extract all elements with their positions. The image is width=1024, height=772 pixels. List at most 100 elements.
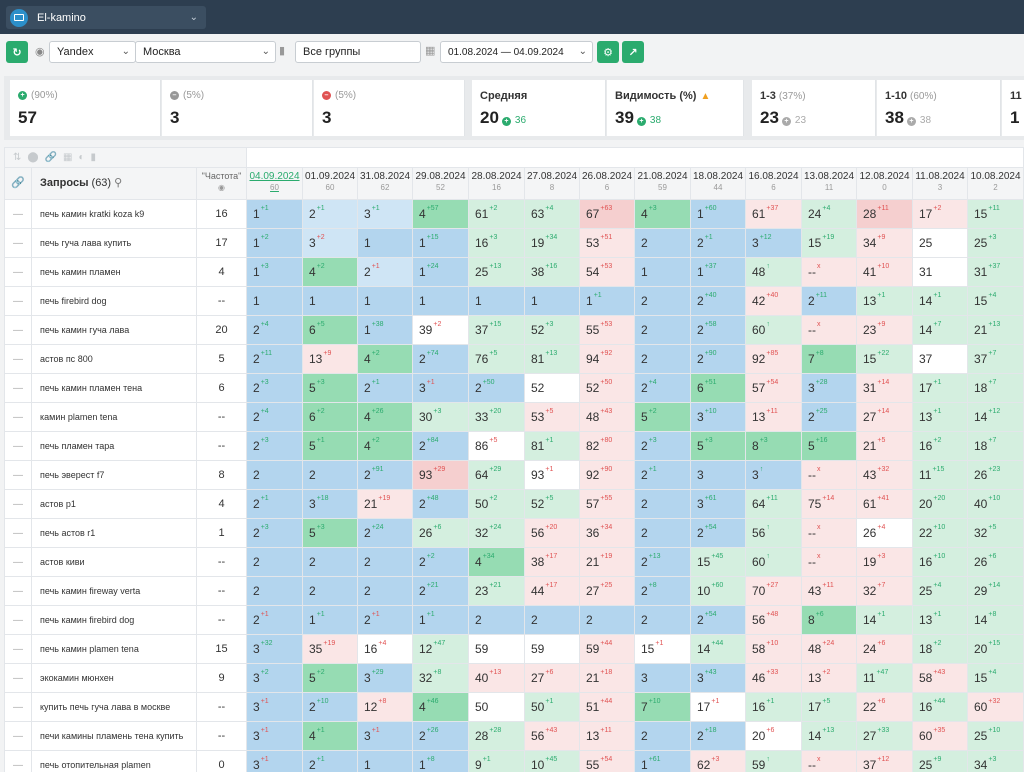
position-cell[interactable]: 1+38 xyxy=(357,315,413,345)
position-cell[interactable]: 82+80 xyxy=(579,431,635,461)
table-row[interactable]: — печи камины пламень тена купить -- 3+1 4+1… xyxy=(4,721,1024,751)
search-icon[interactable]: ⚲ xyxy=(114,177,123,189)
position-cell[interactable]: 30+3 xyxy=(412,402,469,432)
position-cell[interactable]: 2+3 xyxy=(246,431,303,461)
position-cell[interactable]: 14+13 xyxy=(801,721,857,751)
row-handle[interactable]: — xyxy=(4,750,32,772)
position-cell[interactable]: 37+12 xyxy=(856,750,913,772)
date-column-header[interactable]: 18.08.2024 44 xyxy=(690,167,746,200)
position-cell[interactable]: 2+13 xyxy=(634,547,691,577)
table-row[interactable]: — камин plamen tena -- 2+4 6+2 4+26 30+3 33+20 5… xyxy=(4,402,1024,432)
position-cell[interactable]: 2+1 xyxy=(357,605,413,635)
position-cell[interactable]: --x xyxy=(801,315,857,345)
position-cell[interactable]: 2+1 xyxy=(302,199,358,229)
position-cell[interactable]: 21+5 xyxy=(856,431,913,461)
table-row[interactable]: — печь гуча лава купить 17 1+2 3+2 1 1+15 16+3 1… xyxy=(4,228,1024,258)
frequency-header[interactable]: "Частота" ◉ xyxy=(196,167,247,200)
position-cell[interactable]: 2 xyxy=(357,547,413,577)
position-cell[interactable]: 2 xyxy=(634,344,691,374)
position-cell[interactable]: 56↑ xyxy=(745,518,802,548)
position-cell[interactable]: 1+1 xyxy=(412,605,469,635)
query-cell[interactable]: астов киви xyxy=(31,547,197,577)
date-column-header[interactable]: 11.08.2024 3 xyxy=(912,167,968,200)
position-cell[interactable]: 2+1 xyxy=(357,373,413,403)
position-cell[interactable]: 48↑ xyxy=(745,257,802,287)
position-cell[interactable]: 32+24 xyxy=(468,518,525,548)
position-cell[interactable]: 16+44 xyxy=(912,692,968,722)
position-cell[interactable]: 2+4 xyxy=(634,373,691,403)
query-cell[interactable]: астов пс 800 xyxy=(31,344,197,374)
position-cell[interactable]: 32+8 xyxy=(412,663,469,693)
position-cell[interactable]: 3+1 xyxy=(412,373,469,403)
position-cell[interactable]: 22+6 xyxy=(856,692,913,722)
position-cell[interactable]: 64+29 xyxy=(468,460,525,490)
position-cell[interactable]: 34+9 xyxy=(856,228,913,258)
position-cell[interactable]: 15+45 xyxy=(690,547,746,577)
position-cell[interactable]: 27+25 xyxy=(579,576,635,606)
position-cell[interactable]: 14+8 xyxy=(967,605,1024,635)
search-engine-select[interactable]: Yandex ⌄ xyxy=(49,41,136,63)
position-cell[interactable]: 17+1 xyxy=(912,373,968,403)
position-cell[interactable]: 3+29 xyxy=(357,663,413,693)
position-cell[interactable]: 28+28 xyxy=(468,721,525,751)
position-cell[interactable]: 1 xyxy=(357,228,413,258)
date-column-header[interactable]: 16.08.2024 6 xyxy=(745,167,802,200)
position-cell[interactable]: 4+2 xyxy=(357,431,413,461)
table-row[interactable]: — астов киви -- 2 2 2 2+2 4+34 38+17 21+19 2+13 15+… xyxy=(4,547,1024,577)
position-cell[interactable]: 92+85 xyxy=(745,344,802,374)
export-button[interactable]: ↗ xyxy=(622,41,644,63)
position-cell[interactable]: 20+20 xyxy=(912,489,968,519)
position-cell[interactable]: 59 xyxy=(468,634,525,664)
table-row[interactable]: — печь firebird dog -- 1 1 1 1 1 1 1+1 2 2+40 42+40 2… xyxy=(4,286,1024,316)
position-cell[interactable]: 2 xyxy=(246,547,303,577)
position-cell[interactable]: 93+29 xyxy=(412,460,469,490)
position-cell[interactable]: 37+15 xyxy=(468,315,525,345)
position-cell[interactable]: 2+54 xyxy=(690,518,746,548)
position-cell[interactable]: 20+15 xyxy=(967,634,1024,664)
position-cell[interactable]: 4+2 xyxy=(357,344,413,374)
position-cell[interactable]: 3+1 xyxy=(357,721,413,751)
position-cell[interactable]: 16+3 xyxy=(468,228,525,258)
query-cell[interactable]: печь камин гуча лава xyxy=(31,315,197,345)
position-cell[interactable]: 25 xyxy=(912,228,968,258)
row-handle[interactable]: — xyxy=(4,199,32,229)
position-cell[interactable]: 3+1 xyxy=(357,199,413,229)
position-cell[interactable]: 59 xyxy=(524,634,580,664)
position-cell[interactable]: 11+47 xyxy=(856,663,913,693)
position-cell[interactable]: 17+1 xyxy=(690,692,746,722)
position-cell[interactable]: 2+3 xyxy=(246,518,303,548)
date-column-header[interactable]: 13.08.2024 11 xyxy=(801,167,857,200)
row-handle[interactable]: — xyxy=(4,344,32,374)
position-cell[interactable]: 3+12 xyxy=(745,228,802,258)
position-cell[interactable]: 7+10 xyxy=(634,692,691,722)
position-cell[interactable]: 75+14 xyxy=(801,489,857,519)
warning-icon[interactable]: ▲ xyxy=(700,90,711,102)
position-cell[interactable]: 2+11 xyxy=(801,286,857,316)
position-cell[interactable]: 8+6 xyxy=(801,605,857,635)
position-cell[interactable]: 39+2 xyxy=(412,315,469,345)
position-cell[interactable]: 5+2 xyxy=(634,402,691,432)
position-cell[interactable]: 1+15 xyxy=(412,228,469,258)
position-cell[interactable]: 3+1 xyxy=(246,721,303,751)
table-row[interactable]: — печь камин kratki koza k9 16 1+1 2+1 3+1 4+5… xyxy=(4,199,1024,229)
position-cell[interactable]: 93+1 xyxy=(524,460,580,490)
date-column-header[interactable]: 28.08.2024 16 xyxy=(468,167,525,200)
position-cell[interactable]: 1+24 xyxy=(412,257,469,287)
position-cell[interactable]: 5+3 xyxy=(690,431,746,461)
position-cell[interactable]: 56+20 xyxy=(524,518,580,548)
position-cell[interactable]: 5+3 xyxy=(302,518,358,548)
row-handle[interactable]: — xyxy=(4,605,32,635)
row-handle[interactable]: — xyxy=(4,460,32,490)
position-cell[interactable]: 27+33 xyxy=(856,721,913,751)
position-cell[interactable]: 3+2 xyxy=(302,228,358,258)
position-cell[interactable]: 53+51 xyxy=(579,228,635,258)
position-cell[interactable]: 2 xyxy=(634,228,691,258)
query-cell[interactable]: печь астов r1 xyxy=(31,518,197,548)
table-row[interactable]: — печь эверест f7 8 2 2 2+91 93+29 64+29 93+1 92+… xyxy=(4,460,1024,490)
query-cell[interactable]: печь камин пламен тена xyxy=(31,373,197,403)
position-cell[interactable]: 15+19 xyxy=(801,228,857,258)
table-row[interactable]: — астов пс 800 5 2+11 13+9 4+2 2+74 76+5 81+13 94… xyxy=(4,344,1024,374)
position-cell[interactable]: 14+7 xyxy=(912,315,968,345)
table-row[interactable]: — печь камин firebird dog -- 2+1 1+1 2+1 1+1 2 2… xyxy=(4,605,1024,635)
position-cell[interactable]: 59+44 xyxy=(579,634,635,664)
